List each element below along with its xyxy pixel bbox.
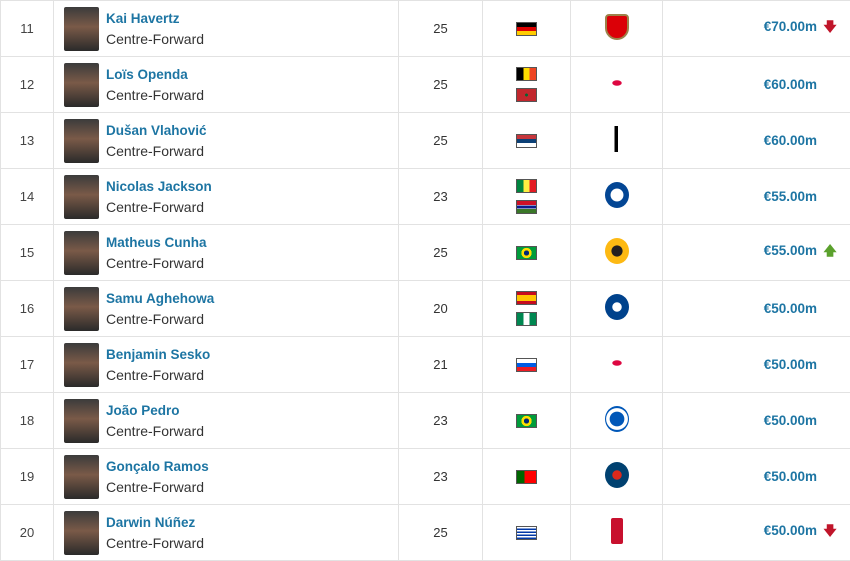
player-age: 25	[399, 1, 483, 57]
rank: 13	[1, 113, 54, 169]
flag-serbia-icon	[516, 134, 537, 148]
player-name-link[interactable]: Darwin Núñez	[106, 515, 204, 530]
flag-brazil-icon	[516, 246, 537, 260]
player-position: Centre-Forward	[106, 367, 210, 383]
player-age: 25	[399, 113, 483, 169]
table-row: 14 Nicolas Jackson Centre-Forward 23 €55.…	[1, 169, 850, 225]
player-name-link[interactable]: Matheus Cunha	[106, 235, 207, 250]
market-value-link[interactable]: €70.00m	[764, 19, 817, 34]
club-arsenal-logo-icon[interactable]	[605, 14, 629, 40]
arrow-down-icon: 🡇	[823, 18, 837, 40]
flag-slovenia-icon	[516, 358, 537, 372]
player-name-link[interactable]: João Pedro	[106, 403, 204, 418]
club-juventus-logo-icon[interactable]	[605, 126, 629, 152]
flag-uruguay-icon	[516, 526, 537, 540]
club-rb-leipzig-logo-icon[interactable]	[605, 356, 629, 370]
player-name-link[interactable]: Nicolas Jackson	[106, 179, 212, 194]
club-chelsea-logo-icon[interactable]	[605, 182, 629, 208]
player-name-link[interactable]: Kai Havertz	[106, 11, 204, 26]
flag-nigeria-icon	[516, 312, 537, 326]
table-row: 13 Dušan Vlahović Centre-Forward 25 €60.0…	[1, 113, 850, 169]
player-position: Centre-Forward	[106, 535, 204, 551]
player-position: Centre-Forward	[106, 87, 204, 103]
table-row: 12 Loïs Openda Centre-Forward 25 €60.00m	[1, 57, 850, 113]
player-position: Centre-Forward	[106, 199, 212, 215]
flag-senegal-icon	[516, 179, 537, 193]
player-name-link[interactable]: Dušan Vlahović	[106, 123, 207, 138]
player-name-link[interactable]: Loïs Openda	[106, 67, 204, 82]
rank: 16	[1, 281, 54, 337]
market-value-link[interactable]: €50.00m	[764, 357, 817, 372]
player-photo[interactable]	[64, 7, 99, 51]
flag-belgium-icon	[516, 67, 537, 81]
player-photo[interactable]	[64, 399, 99, 443]
player-age: 25	[399, 505, 483, 561]
club-brighton-logo-icon[interactable]	[605, 406, 629, 432]
player-age: 20	[399, 281, 483, 337]
player-photo[interactable]	[64, 511, 99, 555]
player-age: 23	[399, 393, 483, 449]
rank: 14	[1, 169, 54, 225]
market-value-link[interactable]: €55.00m	[764, 243, 817, 258]
club-liverpool-logo-icon[interactable]	[611, 518, 623, 544]
market-value-link[interactable]: €55.00m	[764, 189, 817, 204]
player-position: Centre-Forward	[106, 479, 209, 495]
player-position: Centre-Forward	[106, 143, 207, 159]
flag-portugal-icon	[516, 470, 537, 484]
player-photo[interactable]	[64, 63, 99, 107]
player-age: 23	[399, 169, 483, 225]
player-photo[interactable]	[64, 343, 99, 387]
flag-gambia-icon	[516, 200, 537, 214]
player-photo[interactable]	[64, 231, 99, 275]
rank: 12	[1, 57, 54, 113]
player-age: 21	[399, 337, 483, 393]
player-age: 25	[399, 225, 483, 281]
flag-spain-icon	[516, 291, 537, 305]
market-value-link[interactable]: €60.00m	[764, 77, 817, 92]
market-value-link[interactable]: €50.00m	[764, 301, 817, 316]
table-row: 18 João Pedro Centre-Forward 23 €50.00m	[1, 393, 850, 449]
market-value-link[interactable]: €50.00m	[764, 523, 817, 538]
market-value-link[interactable]: €60.00m	[764, 133, 817, 148]
player-position: Centre-Forward	[106, 31, 204, 47]
player-photo[interactable]	[64, 119, 99, 163]
flag-morocco-icon	[516, 88, 537, 102]
flag-brazil-icon	[516, 414, 537, 428]
market-value-link[interactable]: €50.00m	[764, 413, 817, 428]
table-row: 20 Darwin Núñez Centre-Forward 25 €50.00m…	[1, 505, 850, 561]
club-porto-logo-icon[interactable]	[605, 294, 629, 320]
player-photo[interactable]	[64, 455, 99, 499]
player-position: Centre-Forward	[106, 255, 207, 271]
rank: 18	[1, 393, 54, 449]
player-age: 23	[399, 449, 483, 505]
player-photo[interactable]	[64, 287, 99, 331]
arrow-down-icon: 🡇	[823, 522, 837, 544]
club-rb-leipzig-logo-icon[interactable]	[605, 76, 629, 90]
player-position: Centre-Forward	[106, 423, 204, 439]
club-psg-logo-icon[interactable]	[605, 462, 629, 488]
rank: 20	[1, 505, 54, 561]
arrow-up-icon: 🡅	[823, 242, 837, 264]
table-row: 15 Matheus Cunha Centre-Forward 25 €55.00…	[1, 225, 850, 281]
flag-germany-icon	[516, 22, 537, 36]
player-name-link[interactable]: Gonçalo Ramos	[106, 459, 209, 474]
player-name-link[interactable]: Samu Aghehowa	[106, 291, 214, 306]
table-row: 17 Benjamin Sesko Centre-Forward 21 €50.0…	[1, 337, 850, 393]
player-position: Centre-Forward	[106, 311, 214, 327]
table-row: 19 Gonçalo Ramos Centre-Forward 23 €50.00…	[1, 449, 850, 505]
table-row: 11 Kai Havertz Centre-Forward 25 €70.00m 🡇	[1, 1, 850, 57]
player-age: 25	[399, 57, 483, 113]
rank: 11	[1, 1, 54, 57]
rank: 15	[1, 225, 54, 281]
club-wolves-logo-icon[interactable]	[605, 238, 629, 264]
rank: 17	[1, 337, 54, 393]
player-photo[interactable]	[64, 175, 99, 219]
player-name-link[interactable]: Benjamin Sesko	[106, 347, 210, 362]
market-value-link[interactable]: €50.00m	[764, 469, 817, 484]
rank: 19	[1, 449, 54, 505]
table-row: 16 Samu Aghehowa Centre-Forward 20 €50.00…	[1, 281, 850, 337]
